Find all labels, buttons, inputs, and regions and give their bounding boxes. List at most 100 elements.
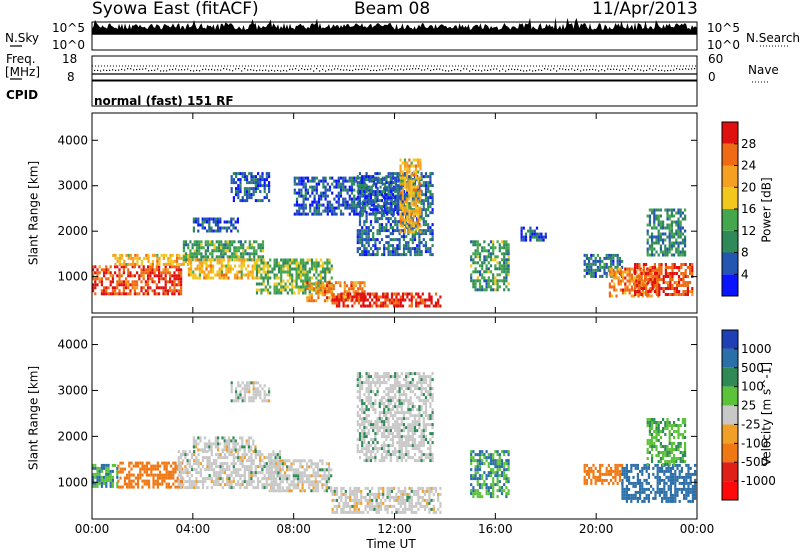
power-cell — [200, 252, 203, 256]
power-cell — [380, 205, 384, 209]
power-cell — [505, 249, 508, 253]
power-cell — [424, 199, 428, 203]
power-cell — [394, 238, 397, 242]
velocity-cell — [141, 485, 144, 489]
power-cell — [590, 256, 593, 260]
power-cell — [406, 224, 409, 228]
velocity-cell — [263, 456, 266, 460]
power-cell — [659, 244, 662, 248]
power-cell — [342, 301, 345, 305]
power-cell — [317, 279, 320, 283]
power-cell — [371, 304, 374, 308]
power-cell — [253, 252, 256, 256]
power-cell — [642, 269, 645, 272]
velocity-cell — [270, 474, 273, 478]
power-cell — [689, 272, 692, 275]
power-cell — [324, 206, 327, 210]
power-cell — [353, 194, 356, 198]
power-cell — [653, 247, 656, 251]
power-cell — [507, 270, 510, 274]
velocity-cell — [156, 461, 159, 465]
power-cell — [588, 265, 591, 269]
velocity-cell — [241, 465, 244, 469]
power-cell — [373, 292, 376, 296]
power-cell — [317, 290, 320, 294]
velocity-cell — [181, 485, 184, 489]
velocity-cell — [159, 473, 162, 477]
power-cell — [417, 215, 420, 219]
velocity-cell — [239, 486, 242, 490]
velocity-cell — [243, 387, 246, 391]
power-cell — [420, 208, 423, 212]
power-cell — [666, 217, 669, 221]
freq-point — [322, 68, 324, 71]
power-cell — [366, 292, 369, 296]
velocity-cell — [190, 480, 194, 484]
velocity-cell — [179, 474, 183, 478]
velocity-cell — [250, 436, 253, 440]
power-cell — [308, 267, 311, 271]
velocity-cell — [272, 483, 275, 487]
velocity-cell — [268, 393, 271, 397]
velocity-cell — [137, 473, 140, 477]
power-cell — [147, 256, 150, 260]
velocity-cell — [225, 448, 228, 452]
power-cell — [346, 295, 350, 299]
power-cell — [387, 253, 390, 257]
velocity-cell — [390, 489, 394, 493]
power-cell — [255, 270, 259, 274]
power-cell — [203, 258, 206, 262]
velocity-cell — [116, 475, 119, 479]
power-cell — [300, 191, 303, 195]
power-cell — [189, 249, 192, 253]
power-cell — [492, 288, 495, 292]
power-cell — [417, 176, 420, 180]
freq-point — [580, 70, 582, 72]
velocity-cell — [186, 468, 189, 472]
power-cell — [361, 290, 364, 294]
power-cell — [411, 238, 414, 242]
power-cell — [214, 273, 217, 277]
power-cell — [353, 176, 356, 180]
velocity-cell — [235, 390, 238, 394]
velocity-cell — [395, 492, 398, 496]
velocity-cell — [228, 439, 231, 443]
velocity-cell — [281, 459, 284, 463]
power-cell — [419, 200, 422, 204]
velocity-cell — [161, 479, 164, 483]
velocity-cell — [286, 489, 289, 493]
power-cell — [361, 253, 364, 257]
power-cell — [420, 253, 423, 257]
power-cell — [374, 178, 377, 182]
velocity-cell — [117, 485, 120, 489]
power-cell — [288, 261, 292, 265]
velocity-cell — [203, 445, 206, 449]
power-cell — [205, 264, 208, 268]
velocity-cell — [237, 399, 240, 403]
velocity-cell — [397, 510, 400, 514]
power-cell — [670, 229, 673, 233]
power-cell — [634, 290, 637, 293]
power-cell — [184, 240, 188, 244]
power-cell — [346, 191, 349, 195]
power-cell — [260, 273, 263, 277]
velocity-cell — [201, 486, 205, 490]
power-cell — [636, 266, 639, 269]
power-cell — [243, 193, 246, 197]
velocity-cell — [335, 492, 339, 496]
power-cell — [256, 261, 259, 265]
power-cell — [111, 289, 114, 293]
power-cell — [197, 217, 200, 221]
power-cell — [189, 255, 192, 259]
power-cell — [420, 232, 423, 236]
power-cell — [369, 190, 373, 194]
power-cell — [503, 270, 506, 274]
power-cell — [328, 188, 332, 192]
power-cell — [671, 263, 674, 266]
velocity-cell — [281, 477, 284, 481]
velocity-cell — [275, 459, 278, 463]
power-cell — [164, 274, 167, 278]
power-cell — [505, 252, 508, 256]
velocity-cell — [241, 480, 244, 484]
